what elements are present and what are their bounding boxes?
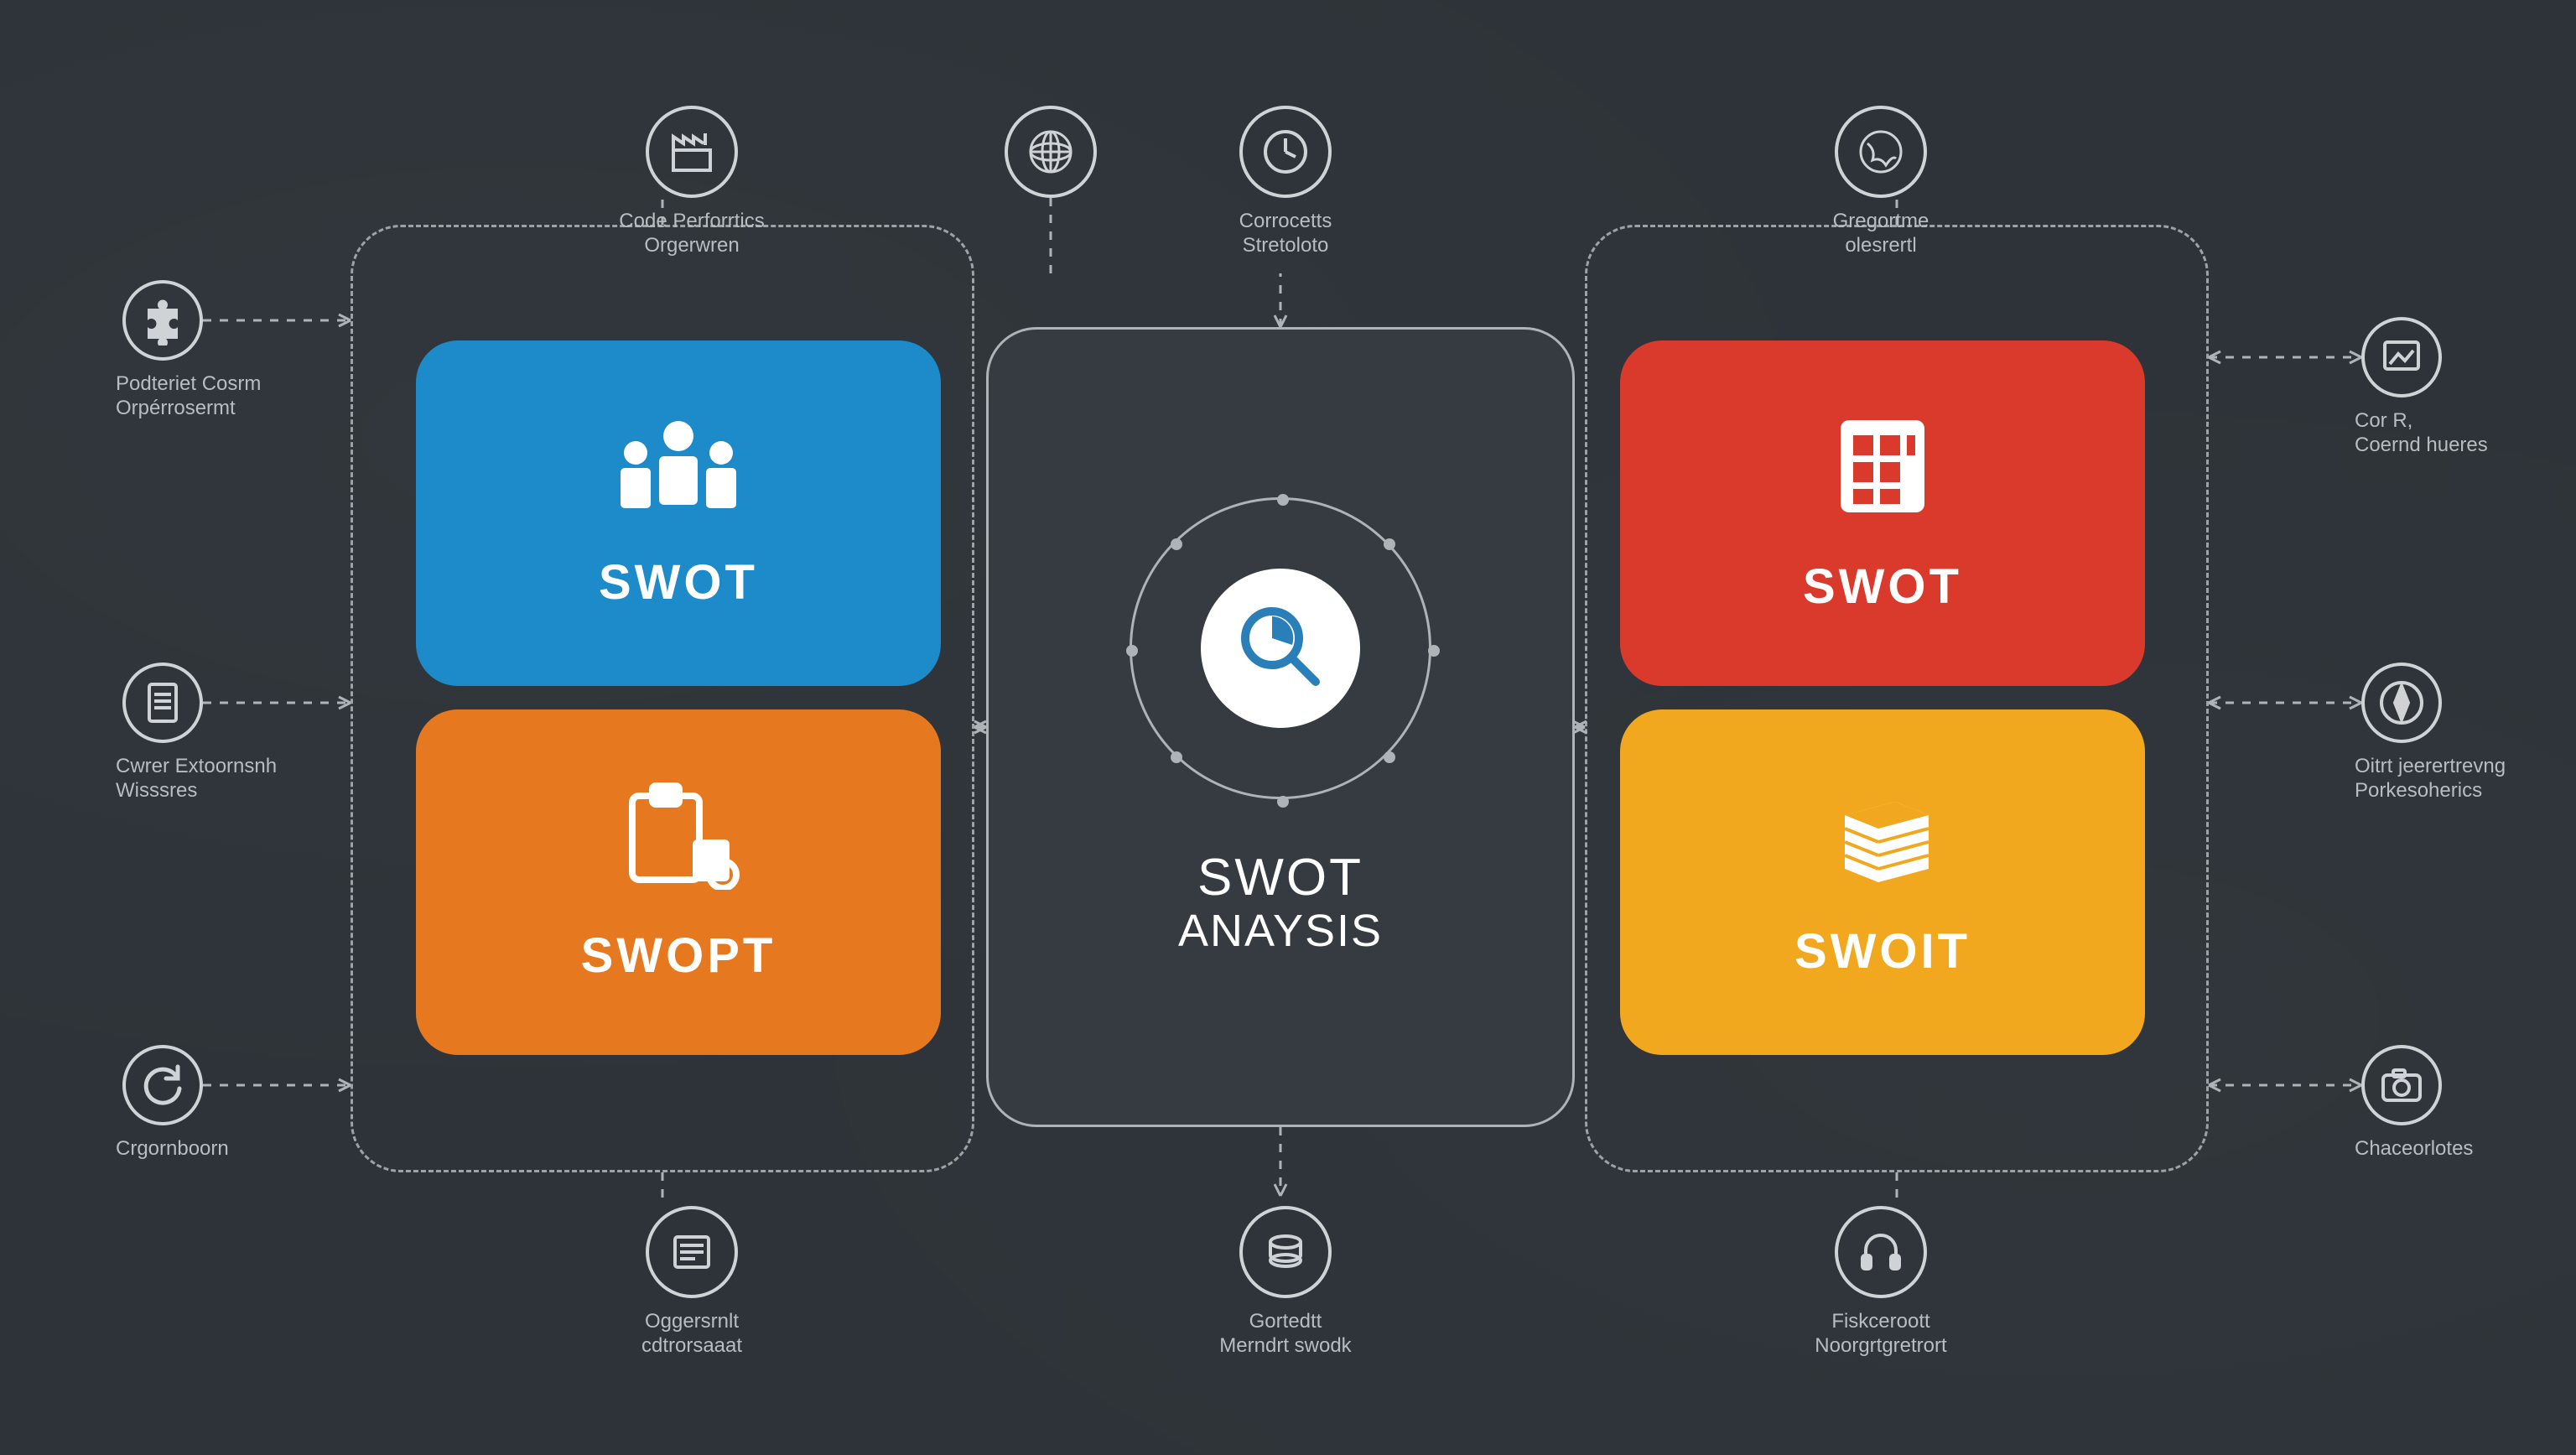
badge-label: Chaceorlotes — [2355, 1137, 2539, 1161]
badge-label: Gregortmeolesrertl — [1789, 210, 1973, 258]
card-title-tr: SWOT — [1803, 559, 1962, 615]
card-title-tl: SWOT — [599, 554, 758, 611]
badge-label: Cwrer ExtoornsnhWisssres — [116, 755, 300, 803]
badge-label: FiskceroottNoorgrtgretrort — [1789, 1310, 1973, 1359]
badge-label: Oitrt jeerertrevngPorkesoherics — [2355, 755, 2539, 803]
clock-icon — [1239, 106, 1332, 198]
magnifier-pie-icon — [1230, 596, 1331, 701]
coins-icon — [1239, 1206, 1332, 1298]
center-title: SWOT ANAYSIS — [1178, 850, 1383, 957]
headset-icon — [1835, 1206, 1927, 1298]
card-strengths: SWOT — [416, 340, 941, 686]
factory-icon — [646, 106, 738, 198]
badge-label: GortedttMerndrt swodk — [1193, 1310, 1378, 1359]
newspaper-icon — [646, 1206, 738, 1298]
badge-label: Oggersrnltcdtrorsaaat — [600, 1310, 784, 1359]
camera-icon — [2361, 1045, 2442, 1125]
badge-label: Code PerforrticsOrgerwren — [600, 210, 784, 258]
card-title-br: SWOIT — [1794, 923, 1971, 980]
team-icon — [607, 416, 750, 521]
clipboard-icon — [615, 781, 741, 894]
card-weaknesses: SWOPT — [416, 709, 941, 1055]
puzzle-icon — [122, 280, 203, 361]
center-title-line2: ANAYSIS — [1178, 907, 1383, 956]
card-opportunities: SWOT — [1620, 340, 2145, 686]
stack-cube-icon — [1820, 785, 1945, 890]
building-grid-icon — [1820, 412, 1945, 525]
badge-label: CorrocettsStretoloto — [1193, 210, 1378, 258]
compass-icon — [2361, 663, 2442, 743]
badge-label: Cor R,Coernd hueres — [2355, 409, 2539, 458]
center-title-line1: SWOT — [1178, 850, 1383, 907]
center-panel: SWOT ANAYSIS — [986, 327, 1575, 1127]
world-icon — [1835, 106, 1927, 198]
center-orbit-ring — [1130, 497, 1431, 799]
card-threats: SWOIT — [1620, 709, 2145, 1055]
frame-icon — [2361, 317, 2442, 398]
badge-label: Crgornboorn — [116, 1137, 300, 1161]
globe-icon — [1005, 106, 1097, 198]
refresh-icon — [122, 1045, 203, 1125]
center-hub — [1201, 569, 1360, 728]
doc-icon — [122, 663, 203, 743]
card-title-bl: SWOPT — [581, 928, 776, 984]
badge-label: Podteriet CosrmOrpérrosermt — [116, 372, 300, 421]
